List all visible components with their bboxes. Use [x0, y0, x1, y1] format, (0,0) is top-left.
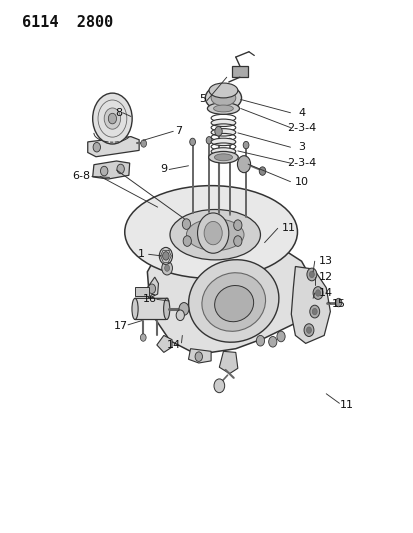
Ellipse shape	[186, 219, 243, 251]
Text: 2-3-4: 2-3-4	[286, 123, 316, 133]
Circle shape	[195, 352, 202, 361]
Circle shape	[161, 261, 172, 275]
Circle shape	[100, 166, 108, 176]
Circle shape	[242, 141, 248, 149]
Ellipse shape	[211, 148, 235, 155]
Circle shape	[189, 138, 195, 146]
Ellipse shape	[163, 298, 169, 319]
Bar	[135, 287, 149, 296]
Text: 1: 1	[138, 249, 145, 260]
Circle shape	[259, 167, 265, 175]
Ellipse shape	[211, 90, 235, 106]
Circle shape	[306, 268, 316, 281]
Circle shape	[309, 271, 313, 278]
Text: 6114  2800: 6114 2800	[22, 14, 113, 30]
Circle shape	[140, 140, 146, 147]
Ellipse shape	[211, 128, 235, 136]
Circle shape	[178, 303, 188, 316]
Circle shape	[233, 236, 241, 246]
Circle shape	[197, 213, 228, 253]
Polygon shape	[147, 277, 158, 298]
Text: 16: 16	[142, 294, 156, 304]
Ellipse shape	[214, 286, 253, 322]
Circle shape	[256, 335, 264, 346]
Text: 8: 8	[115, 108, 122, 118]
Ellipse shape	[208, 151, 237, 163]
Circle shape	[214, 126, 222, 136]
Circle shape	[148, 284, 155, 294]
Circle shape	[104, 108, 120, 129]
Circle shape	[204, 221, 222, 245]
Text: 3: 3	[297, 142, 304, 152]
Circle shape	[303, 324, 313, 336]
Polygon shape	[93, 161, 129, 179]
Text: 15: 15	[331, 298, 345, 309]
Text: 11: 11	[339, 400, 353, 410]
Circle shape	[93, 93, 132, 144]
Circle shape	[206, 136, 211, 144]
Text: 6-8: 6-8	[72, 172, 90, 181]
Text: 4: 4	[297, 108, 304, 118]
Ellipse shape	[188, 260, 278, 342]
Polygon shape	[291, 266, 330, 343]
Circle shape	[309, 305, 319, 318]
Ellipse shape	[205, 85, 241, 111]
Ellipse shape	[211, 138, 235, 146]
Ellipse shape	[202, 273, 265, 332]
Text: 12: 12	[318, 272, 332, 282]
Circle shape	[108, 114, 116, 124]
Circle shape	[162, 252, 169, 260]
Text: 14: 14	[166, 340, 181, 350]
Circle shape	[276, 331, 285, 342]
Ellipse shape	[211, 119, 235, 126]
Circle shape	[312, 287, 322, 300]
Ellipse shape	[207, 103, 239, 114]
Circle shape	[226, 138, 232, 146]
Circle shape	[335, 298, 341, 307]
Circle shape	[214, 379, 224, 393]
Polygon shape	[147, 244, 311, 352]
Polygon shape	[157, 335, 172, 352]
Circle shape	[311, 309, 316, 315]
Polygon shape	[188, 349, 211, 363]
Circle shape	[182, 219, 190, 229]
Ellipse shape	[214, 154, 232, 161]
Circle shape	[116, 164, 124, 174]
Text: 11: 11	[282, 223, 296, 233]
Text: 5: 5	[199, 94, 206, 104]
Circle shape	[164, 265, 169, 271]
Text: 7: 7	[174, 126, 181, 136]
Text: 13: 13	[318, 256, 332, 266]
Polygon shape	[219, 351, 237, 374]
Text: 9: 9	[160, 165, 167, 174]
Circle shape	[93, 142, 100, 152]
Circle shape	[140, 334, 146, 341]
Circle shape	[159, 247, 172, 264]
Circle shape	[315, 290, 320, 296]
Text: 17: 17	[113, 321, 127, 331]
Ellipse shape	[132, 298, 138, 319]
Polygon shape	[88, 136, 139, 157]
Ellipse shape	[124, 185, 297, 278]
Bar	[232, 66, 247, 77]
Text: 14: 14	[318, 288, 332, 298]
Circle shape	[268, 336, 276, 347]
Polygon shape	[135, 298, 168, 319]
Circle shape	[237, 156, 250, 173]
Circle shape	[233, 220, 241, 230]
Text: 2-3-4: 2-3-4	[286, 158, 316, 168]
Circle shape	[183, 236, 191, 246]
Ellipse shape	[170, 209, 260, 260]
Circle shape	[306, 327, 311, 333]
Text: 10: 10	[294, 176, 308, 187]
Ellipse shape	[213, 105, 233, 112]
Ellipse shape	[209, 83, 237, 98]
Circle shape	[176, 310, 184, 320]
